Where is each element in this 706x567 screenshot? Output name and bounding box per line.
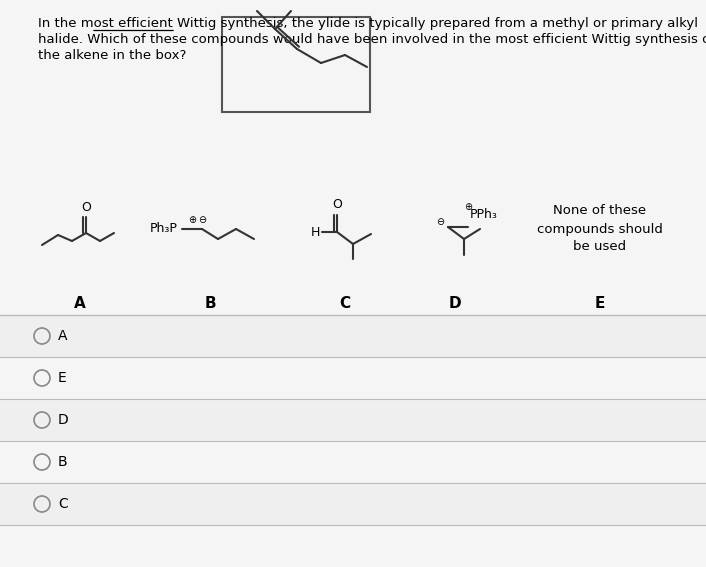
Text: B: B <box>204 295 216 311</box>
Text: D: D <box>449 295 461 311</box>
Bar <box>0 315 706 357</box>
Text: ⊖: ⊖ <box>198 215 206 225</box>
Text: ⊕: ⊕ <box>188 215 196 225</box>
Bar <box>0 399 706 441</box>
Text: B: B <box>58 455 68 469</box>
Text: ⊖: ⊖ <box>436 217 444 227</box>
Text: PPh₃: PPh₃ <box>470 209 498 222</box>
Text: C: C <box>58 497 68 511</box>
Text: ⊕: ⊕ <box>464 202 472 212</box>
Text: E: E <box>595 295 605 311</box>
Text: O: O <box>81 201 91 214</box>
Text: the alkene in the box?: the alkene in the box? <box>38 49 186 62</box>
Bar <box>0 357 706 399</box>
Bar <box>0 441 706 483</box>
Text: In the most efficient Wittig synthesis, the ylide is typically prepared from a m: In the most efficient Wittig synthesis, … <box>38 17 698 30</box>
Text: O: O <box>332 198 342 211</box>
Text: D: D <box>58 413 68 427</box>
Text: Ph₃P: Ph₃P <box>150 222 178 235</box>
Text: A: A <box>74 295 86 311</box>
Text: E: E <box>58 371 67 385</box>
Text: H: H <box>311 226 320 239</box>
Text: halide. Which of these compounds would have been involved in the most efficient : halide. Which of these compounds would h… <box>38 33 706 46</box>
Text: A: A <box>58 329 68 343</box>
Bar <box>222 17 370 112</box>
Text: C: C <box>340 295 351 311</box>
Bar <box>0 483 706 525</box>
Text: None of these
compounds should
be used: None of these compounds should be used <box>537 205 663 253</box>
